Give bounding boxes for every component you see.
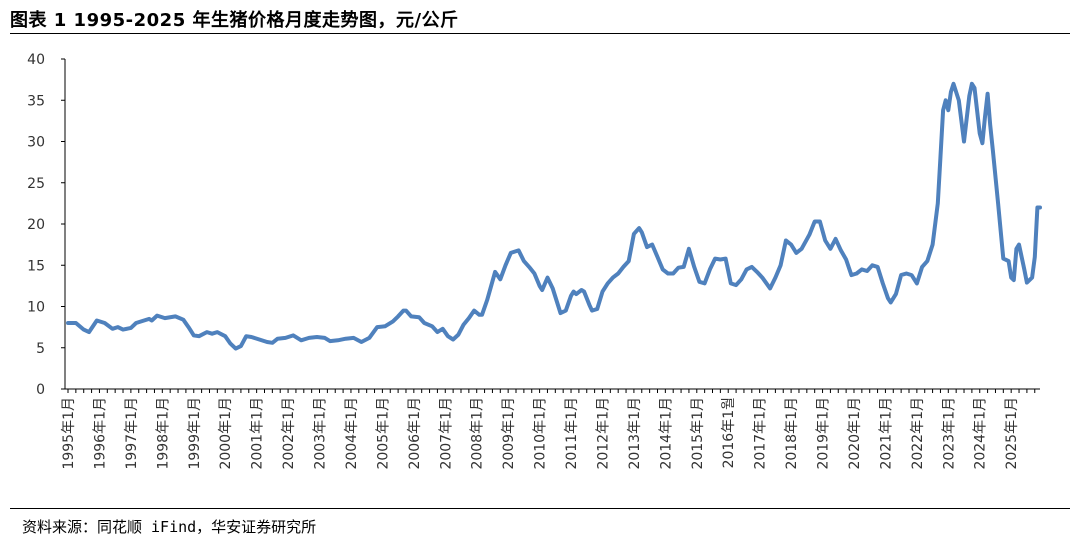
- x-tick-label: 2016年1월: [721, 397, 737, 468]
- x-tick-label: 1996年1月: [92, 397, 108, 470]
- x-tick-label: 2015年1月: [690, 397, 706, 470]
- x-tick-label: 2017年1月: [753, 397, 769, 470]
- y-tick-label: 35: [27, 93, 45, 109]
- y-tick-label: 40: [27, 52, 45, 68]
- x-tick-label: 2020年1月: [847, 397, 863, 470]
- x-tick-label: 2010年1月: [533, 397, 549, 470]
- footer-divider: [10, 508, 1070, 509]
- x-tick-label: 2023年1月: [941, 397, 957, 470]
- x-tick-label: 2006年1月: [407, 397, 423, 470]
- y-tick-label: 20: [27, 217, 45, 233]
- x-tick-label: 1997年1月: [124, 397, 140, 470]
- x-tick-label: 2003年1月: [313, 397, 329, 470]
- chart-title: 图表 1 1995-2025 年生猪价格月度走势图，元/公斤: [10, 10, 459, 31]
- x-tick-label: 2011年1月: [564, 397, 580, 470]
- y-tick-label: 30: [27, 135, 45, 151]
- x-tick-label: 2000年1月: [218, 397, 234, 470]
- x-tick-label: 2018年1月: [784, 397, 800, 470]
- y-tick-label: 5: [36, 341, 45, 357]
- y-tick-label: 25: [27, 176, 45, 192]
- x-tick-label: 1998年1月: [155, 397, 171, 470]
- x-tick-label: 2025年1月: [1004, 397, 1020, 470]
- x-tick-label: 2008年1月: [470, 397, 486, 470]
- x-axis-ticks: 1995年1月 1996年1月 1997年1月 1998年1月 1999年1月 2000年…: [61, 389, 1036, 470]
- x-tick-label: 2007年1月: [438, 397, 454, 470]
- x-tick-label: 2021年1月: [878, 397, 894, 470]
- series-line: [66, 81, 1042, 351]
- y-tick-label: 15: [27, 258, 45, 274]
- x-tick-label: 2019年1月: [816, 397, 832, 470]
- x-tick-label: 2014年1月: [658, 397, 674, 470]
- y-tick-label: 10: [27, 300, 45, 316]
- title-divider: [10, 33, 1070, 34]
- x-tick-label: 2005年1月: [375, 397, 391, 470]
- x-tick-label: 2001年1月: [250, 397, 266, 470]
- x-tick-label: 2012年1月: [595, 397, 611, 470]
- x-tick-label: 2009年1月: [501, 397, 517, 470]
- y-axis-ticks: 0 5 10 15 20 25 30 35 40: [27, 52, 65, 398]
- y-tick-label: 0: [36, 382, 45, 398]
- x-tick-label: 2022年1月: [910, 397, 926, 470]
- x-tick-label: 2002年1月: [281, 397, 297, 470]
- x-tick-label: 1995年1月: [61, 397, 77, 470]
- x-tick-label: 2024年1月: [973, 397, 989, 470]
- source-note: 资料来源：同花顺 iFind，华安证券研究所: [22, 518, 317, 536]
- x-tick-label: 2004年1月: [344, 397, 360, 470]
- x-tick-label: 2013年1月: [627, 397, 643, 470]
- x-tick-label: 1999年1月: [187, 397, 203, 470]
